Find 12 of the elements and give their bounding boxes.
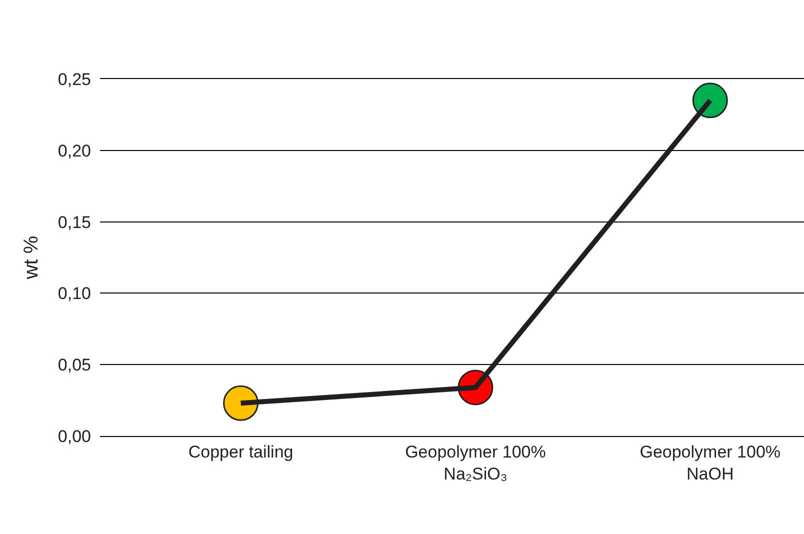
x-tick-label: Copper tailing: [188, 442, 294, 462]
y-tick-label: 0,05: [58, 356, 91, 375]
y-axis-title: wt %: [20, 236, 42, 280]
x-tick-label: Geopolymer 100% Na₂SiO₃: [405, 442, 546, 484]
y-tick-label: 0,25: [58, 70, 91, 89]
y-tick-label: 0,00: [58, 426, 91, 446]
point: [223, 385, 259, 421]
y-tick-label: 0,10: [58, 284, 91, 304]
x-tick-label: Geopolymer 100% NaOH: [640, 442, 781, 484]
y-tick-label: 0,15: [58, 212, 91, 232]
y-tick-label: 0,20: [58, 141, 91, 160]
point: [692, 82, 728, 118]
